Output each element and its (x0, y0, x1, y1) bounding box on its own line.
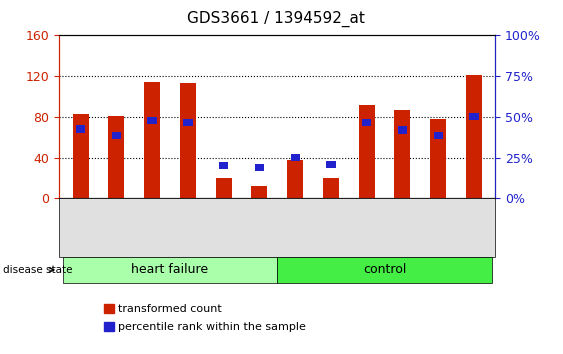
Bar (395, 110, 410, 198)
Bar (180, 83, 196, 198)
Text: transformed count: transformed count (118, 304, 222, 314)
Bar (144, 82, 160, 198)
Text: control: control (363, 263, 406, 276)
Bar (216, 178, 232, 198)
Bar (470, 113, 479, 120)
Bar (76, 125, 85, 133)
Text: GDS3661 / 1394592_at: GDS3661 / 1394592_at (187, 11, 365, 27)
Bar (73, 114, 88, 198)
Bar (362, 119, 372, 126)
Bar (323, 178, 339, 198)
Bar (466, 75, 482, 198)
Bar (434, 132, 443, 139)
Text: disease state: disease state (3, 265, 72, 275)
Bar (148, 117, 157, 125)
Bar (251, 186, 267, 198)
Bar (254, 164, 264, 171)
Bar (287, 160, 303, 198)
Bar (111, 132, 121, 139)
Bar (291, 154, 300, 161)
Bar (108, 116, 124, 198)
Bar (398, 126, 407, 133)
Text: heart failure: heart failure (131, 263, 208, 276)
Bar (327, 161, 336, 168)
Bar (219, 162, 228, 169)
Bar (430, 119, 446, 198)
Bar (183, 119, 193, 126)
Bar (359, 105, 375, 198)
Text: percentile rank within the sample: percentile rank within the sample (118, 321, 306, 332)
